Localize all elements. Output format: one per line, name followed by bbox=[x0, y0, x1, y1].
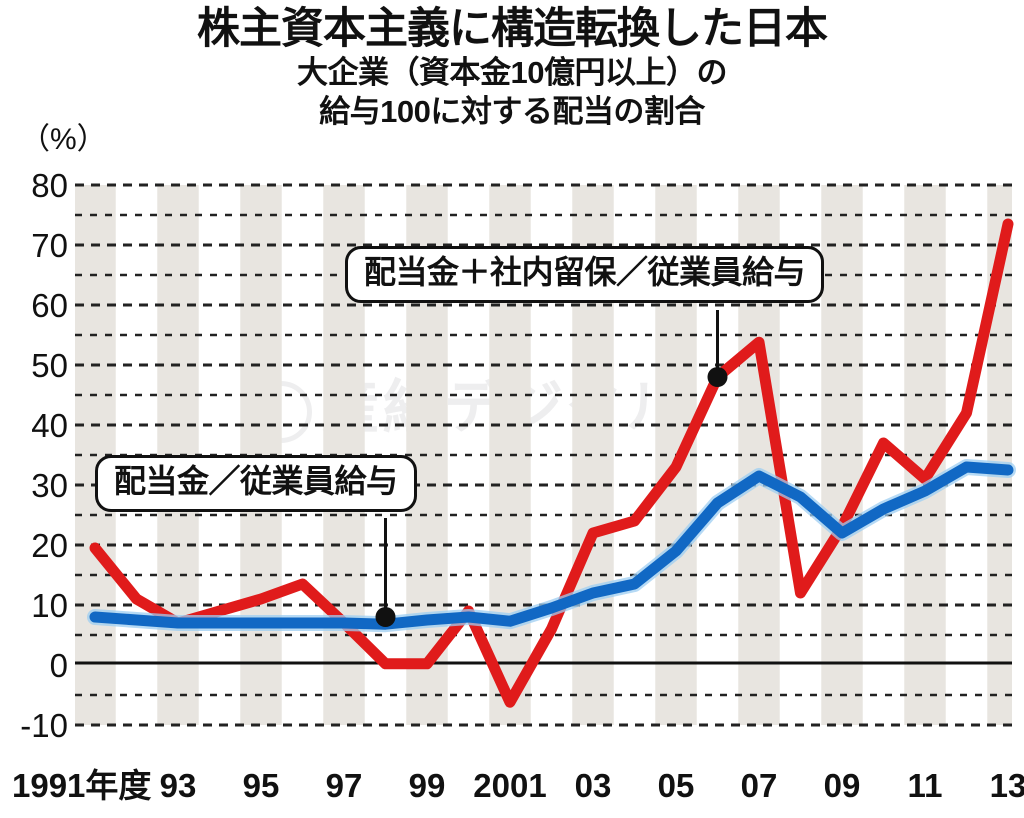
y-axis-tick: 40 bbox=[31, 407, 68, 444]
y-axis-tick: 50 bbox=[31, 347, 68, 384]
y-axis-unit-label: （%） bbox=[20, 123, 107, 156]
x-axis-tick: 13 bbox=[990, 767, 1024, 804]
x-axis-tick: 2001 bbox=[473, 767, 546, 804]
page-title: 株主資本主義に構造転換した日本 bbox=[197, 5, 828, 53]
annotation-point-marker bbox=[375, 607, 396, 627]
y-axis-tick: 60 bbox=[31, 287, 68, 324]
y-axis-tick: 30 bbox=[31, 467, 68, 504]
x-axis-tick: 95 bbox=[243, 767, 280, 804]
annotation-leader-lines bbox=[375, 310, 728, 627]
series-line-dividend bbox=[89, 461, 1014, 630]
x-axis-tick: 11 bbox=[908, 767, 943, 804]
x-axis-tick: 1991年度 bbox=[12, 767, 151, 804]
y-axis-tick: 10 bbox=[31, 587, 68, 624]
y-axis-tick: 80 bbox=[31, 167, 68, 204]
annotation-point-marker bbox=[707, 367, 728, 387]
title-block: 株主資本主義に構造転換した日本 大企業（資本金10億円以上）の 給与100に対す… bbox=[0, 6, 1024, 130]
y-axis-tick: 0 bbox=[50, 647, 68, 684]
series-line-total bbox=[89, 218, 1014, 708]
chart-subtitle-line-2: 給与100に対する配当の割合 bbox=[319, 94, 705, 130]
annotation-callout-dividend: 配当金／従業員給与 bbox=[95, 455, 417, 513]
chart-subtitle-line-1: 大企業（資本金10億円以上）の bbox=[297, 55, 727, 91]
x-axis-tick: 07 bbox=[741, 767, 778, 804]
x-axis-tick-labels: 1991年度 93 95 97 99 2001 03 05 07 09 11 13 bbox=[12, 767, 1024, 804]
x-axis-tick: 99 bbox=[409, 767, 446, 804]
x-axis-tick: 93 bbox=[160, 767, 197, 804]
x-axis-tick: 05 bbox=[658, 767, 695, 804]
y-axis-tick: 70 bbox=[31, 227, 68, 264]
y-axis-tick: -10 bbox=[20, 707, 68, 744]
x-axis-tick: 03 bbox=[575, 767, 612, 804]
data-series-lines bbox=[87, 218, 1016, 708]
x-axis-tick: 09 bbox=[824, 767, 861, 804]
x-axis-tick: 97 bbox=[326, 767, 363, 804]
y-axis-tick-labels: 80 70 60 50 40 30 20 10 0 -10 bbox=[20, 167, 68, 744]
annotation-callout-total: 配当金＋社内留保／従業員給与 bbox=[345, 246, 825, 304]
y-axis-tick: 20 bbox=[31, 527, 68, 564]
